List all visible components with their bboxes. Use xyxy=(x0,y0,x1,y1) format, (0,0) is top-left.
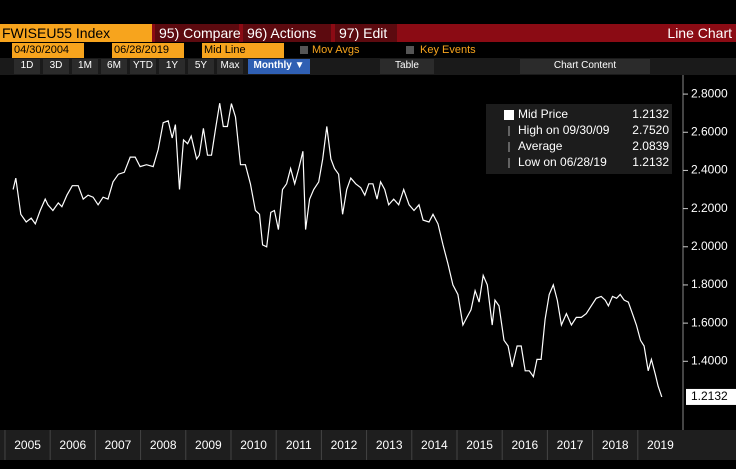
period-button[interactable]: 6M xyxy=(101,59,127,74)
x-tick-label: 2008 xyxy=(150,438,177,452)
y-tick-label: 1.8000 xyxy=(691,277,728,291)
legend-value: 2.7520 xyxy=(632,123,669,137)
legend-label: Low on 06/28/19 xyxy=(518,155,607,169)
x-axis-strip xyxy=(0,430,736,460)
checkbox[interactable] xyxy=(406,46,414,54)
mov-avgs[interactable]: Mov Avgs xyxy=(312,44,360,56)
x-tick-label: 2019 xyxy=(647,438,674,452)
last-price-tag xyxy=(686,388,736,405)
chart-content[interactable]: Chart Content xyxy=(520,59,650,74)
checkbox[interactable] xyxy=(300,46,308,54)
period-button[interactable]: 5Y xyxy=(188,59,214,74)
y-tick-label: 2.8000 xyxy=(691,86,728,100)
legend-label: High on 09/30/09 xyxy=(518,123,610,137)
field-select[interactable]: Mid Line xyxy=(202,43,284,58)
y-axis-strip xyxy=(683,75,736,430)
x-tick-label: 2011 xyxy=(286,438,312,452)
x-tick-label: 2007 xyxy=(105,438,132,452)
compare-button[interactable]: 95) Compare xyxy=(155,24,241,42)
y-tick-label: 1.4000 xyxy=(691,353,728,367)
period-button[interactable]: 1M xyxy=(72,59,98,74)
legend-value: 2.0839 xyxy=(632,139,669,153)
period-button[interactable]: 3D xyxy=(43,59,69,74)
key-events[interactable]: Key Events xyxy=(420,44,476,56)
x-tick-label: 2017 xyxy=(557,438,584,452)
x-tick-label: 2006 xyxy=(59,438,86,452)
legend-box xyxy=(486,104,672,174)
last-price-label: 1.2132 xyxy=(691,389,728,403)
frequency[interactable]: Monthly ▼ xyxy=(248,59,310,74)
legend-value: 1.2132 xyxy=(632,155,669,169)
security[interactable]: FWISEU55 Index xyxy=(0,24,152,42)
x-tick-label: 2013 xyxy=(376,438,403,452)
x-tick-label: 2010 xyxy=(240,438,267,452)
legend-label: Average xyxy=(518,139,563,153)
x-tick-label: 2012 xyxy=(331,438,358,452)
legend: Mid Price 1.2132 High on 09/30/09 2.7520 Ave… xyxy=(486,104,672,174)
period-button[interactable]: YTD xyxy=(130,59,156,74)
y-tick-label: 2.4000 xyxy=(691,163,728,177)
x-tick-label: 2009 xyxy=(195,438,222,452)
chart: 1.4000 1.6000 1.8000 2.0000 2.2000 2.4000 2.60… xyxy=(0,75,736,460)
view-name: Line Chart xyxy=(667,25,732,41)
x-tick-label: 2014 xyxy=(421,438,448,452)
legend-swatch xyxy=(504,110,514,120)
table-button[interactable]: Table xyxy=(380,59,434,74)
x-tick-label: 2018 xyxy=(602,438,629,452)
period-button[interactable]: Max xyxy=(217,59,243,74)
edit-button[interactable]: 97) Edit xyxy=(335,24,397,42)
y-tick-label: 2.0000 xyxy=(691,239,728,253)
y-tick-label: 2.6000 xyxy=(691,124,728,138)
legend-label: Mid Price xyxy=(518,107,568,121)
legend-value: 1.2132 xyxy=(632,107,669,121)
actions-button[interactable]: 96) Actions xyxy=(243,24,331,42)
x-tick-label: 2015 xyxy=(466,438,493,452)
x-tick-label: 2005 xyxy=(14,438,41,452)
period-button[interactable]: 1D xyxy=(14,59,40,74)
y-tick-label: 2.2000 xyxy=(691,201,728,215)
period-button[interactable]: 1Y xyxy=(159,59,185,74)
end-date[interactable]: 06/28/2019 xyxy=(112,43,184,58)
price-line xyxy=(12,103,663,398)
y-tick-label: 1.6000 xyxy=(691,315,728,329)
x-tick-label: 2016 xyxy=(511,438,538,452)
start-date[interactable]: 04/30/2004 xyxy=(12,43,84,58)
